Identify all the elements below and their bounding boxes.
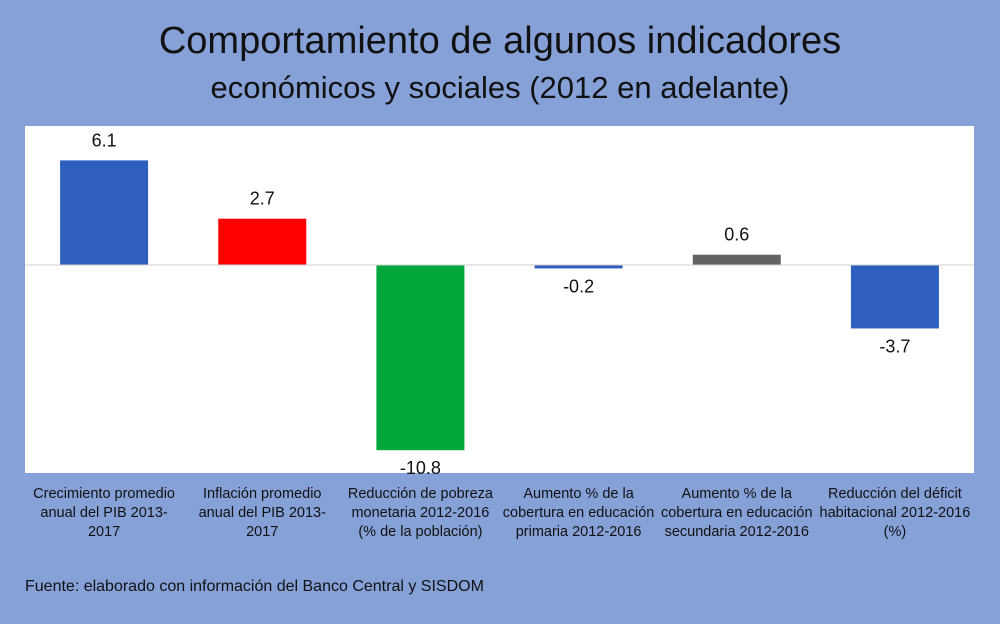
data-label-5: 0.6	[724, 225, 749, 245]
category-label-line: monetaria 2012-2016	[351, 505, 490, 521]
category-label-line: cobertura en educación	[660, 505, 813, 521]
category-label-line: primaria 2012-2016	[515, 524, 642, 540]
category-label-6: Reducción del déficit habitacional 2012-2…	[813, 485, 977, 542]
data-label-1: 6.1	[92, 130, 117, 150]
bar-3	[376, 265, 465, 451]
category-label-3: Reducción de pobreza monetaria 2012-2016 (…	[338, 485, 502, 542]
category-label-line: Reducción del déficit	[828, 486, 962, 502]
category-label-line: secundaria 2012-2016	[664, 524, 809, 540]
category-label-line: (%)	[883, 524, 907, 540]
bar-4	[534, 265, 623, 269]
category-label-line: cobertura en educación	[502, 505, 655, 521]
chart-subtitle: económicos y sociales (2012 en adelante)	[210, 70, 790, 105]
chart-title: Comportamiento de algunos indicadores	[158, 20, 842, 62]
category-label-line: habitacional 2012-2016	[819, 505, 971, 521]
category-label-line: 2017	[246, 524, 279, 540]
category-label-2: Inflación promedio anual del PIB 2013- 201…	[180, 485, 344, 542]
plot-area	[25, 126, 974, 473]
category-label-line: (% de la población)	[358, 524, 483, 540]
category-label-5: Aumento % de la cobertura en educación sec…	[655, 485, 819, 542]
category-label-line: Inflación promedio	[203, 486, 322, 502]
category-label-line: Reducción de pobreza	[347, 486, 493, 502]
category-label-line: Aumento % de la	[681, 486, 792, 502]
category-label-line: Aumento % de la	[523, 486, 634, 502]
category-label-line: Crecimiento promedio	[33, 486, 175, 502]
category-label-4: Aumento % de la cobertura en educación pri…	[497, 485, 661, 542]
data-label-4: -0.2	[563, 276, 594, 296]
data-label-3: -10.8	[400, 458, 441, 478]
bar-6	[850, 265, 939, 329]
bar-5	[692, 254, 781, 265]
category-label-1: Crecimiento promedio anual del PIB 2013- 2…	[22, 485, 186, 542]
data-label-6: -3.7	[879, 336, 910, 356]
data-label-2: 2.7	[250, 189, 275, 209]
category-label-line: anual del PIB 2013-	[40, 505, 168, 521]
category-label-line: 2017	[87, 524, 121, 540]
bar-1	[60, 160, 149, 265]
bar-2	[218, 218, 307, 265]
category-label-line: anual del PIB 2013-	[198, 505, 326, 521]
source-note: Fuente: elaborado con información del Ba…	[25, 578, 484, 595]
